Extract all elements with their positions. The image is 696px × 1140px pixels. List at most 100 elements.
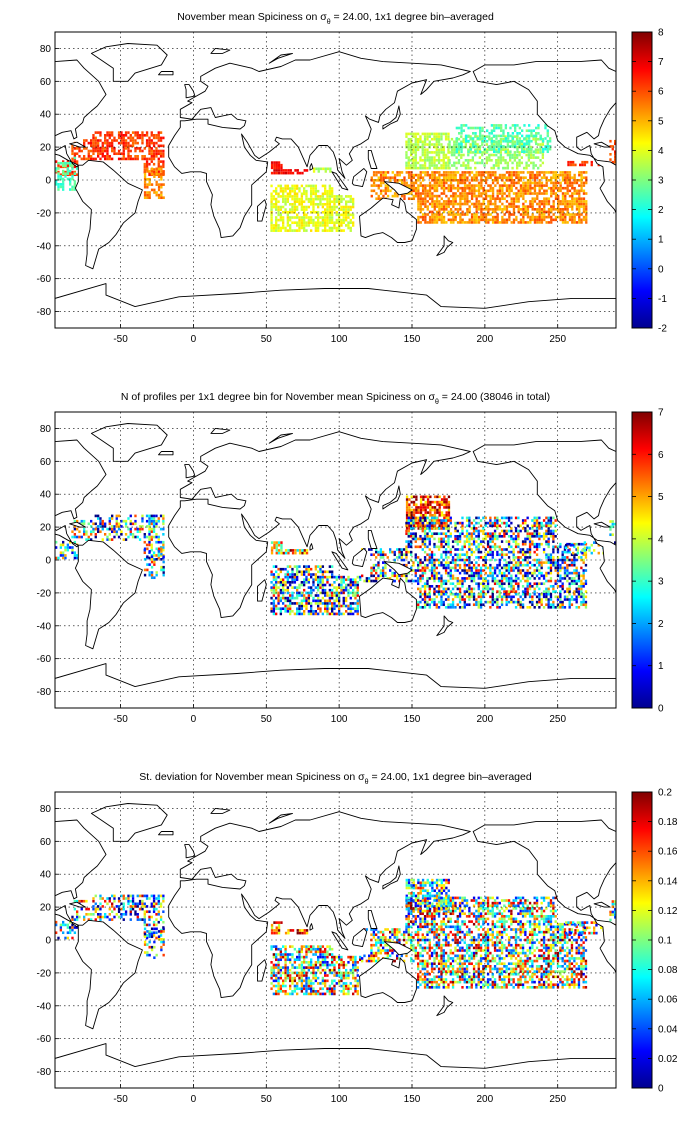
data-cell	[463, 563, 466, 567]
data-cell	[340, 195, 343, 198]
data-cell	[430, 574, 434, 578]
data-cell	[417, 516, 420, 520]
data-cell	[324, 187, 327, 190]
data-cell	[454, 197, 457, 201]
data-cell	[433, 600, 436, 604]
data-cell	[64, 172, 67, 176]
data-cell	[370, 189, 373, 193]
data-cell	[508, 202, 511, 206]
data-cell	[450, 153, 454, 157]
data-cell	[517, 535, 520, 538]
data-cell	[143, 155, 146, 158]
data-cell	[455, 147, 459, 151]
y-tick-label: -20	[37, 208, 52, 219]
data-cell	[328, 575, 332, 579]
data-cell	[498, 205, 502, 208]
data-cell	[517, 194, 520, 198]
data-cell	[345, 599, 348, 603]
data-cell	[512, 218, 516, 222]
data-cell	[509, 153, 512, 157]
data-cell	[324, 229, 327, 232]
data-cell	[111, 134, 114, 137]
data-cell	[564, 205, 567, 208]
data-cell	[454, 561, 457, 564]
data-cell	[530, 147, 533, 151]
data-cell	[496, 215, 499, 219]
data-cell	[136, 131, 139, 134]
data-cell	[286, 229, 290, 232]
data-cell	[456, 171, 460, 174]
data-cell	[445, 186, 448, 190]
data-cell	[433, 511, 437, 514]
data-cell	[159, 155, 163, 158]
data-cell	[78, 530, 81, 534]
data-cell	[469, 145, 472, 149]
data-cell	[129, 136, 132, 140]
data-cell	[442, 176, 446, 180]
data-cell	[423, 585, 427, 588]
data-cell	[510, 579, 513, 583]
data-cell	[484, 218, 488, 222]
data-cell	[419, 135, 422, 138]
data-cell	[438, 181, 441, 185]
data-cell	[57, 172, 60, 176]
data-cell	[377, 171, 380, 174]
data-cell	[375, 192, 378, 195]
data-cell	[101, 538, 104, 541]
data-cell	[496, 582, 499, 586]
data-cell	[457, 153, 461, 157]
data-cell	[554, 171, 558, 174]
data-cell	[435, 135, 438, 138]
data-cell	[489, 524, 492, 528]
data-cell	[564, 194, 567, 198]
data-cell	[407, 173, 411, 177]
data-cell	[524, 186, 527, 190]
data-cell	[340, 213, 343, 217]
data-cell	[502, 166, 505, 170]
data-cell	[433, 574, 436, 578]
data-cell	[333, 594, 336, 597]
data-cell	[335, 218, 338, 222]
data-cell	[124, 519, 128, 523]
data-cell	[405, 577, 408, 580]
data-cell	[431, 506, 434, 509]
data-cell	[501, 202, 504, 206]
data-cell	[115, 519, 118, 523]
data-cell	[412, 132, 415, 136]
data-cell	[298, 612, 301, 616]
data-cell	[328, 208, 332, 211]
data-cell	[312, 578, 315, 582]
data-cell	[414, 194, 418, 198]
data-cell	[317, 612, 320, 616]
data-cell	[303, 549, 306, 552]
data-cell	[473, 176, 476, 180]
data-cell	[426, 208, 429, 211]
data-cell	[533, 184, 537, 187]
data-cell	[370, 184, 373, 187]
data-cell	[479, 556, 483, 559]
data-cell	[417, 194, 420, 198]
data-cell	[500, 574, 504, 578]
data-cell	[503, 548, 506, 551]
data-cell	[507, 577, 511, 580]
data-cell	[155, 519, 158, 523]
data-cell	[342, 218, 345, 222]
data-cell	[516, 164, 519, 167]
data-cell	[419, 495, 423, 499]
data-cell	[319, 583, 322, 587]
data-cell	[501, 176, 504, 180]
data-cell	[473, 215, 476, 219]
data-cell	[498, 189, 502, 193]
data-cell	[540, 186, 544, 190]
data-cell	[347, 583, 350, 587]
data-cell	[496, 550, 499, 554]
data-cell	[571, 200, 574, 203]
data-cell	[307, 612, 311, 616]
data-cell	[379, 197, 383, 201]
data-cell	[426, 516, 429, 520]
data-cell	[282, 596, 285, 600]
data-cell	[117, 157, 121, 161]
data-cell	[485, 156, 489, 159]
data-cell	[442, 148, 445, 152]
data-cell	[101, 141, 104, 145]
